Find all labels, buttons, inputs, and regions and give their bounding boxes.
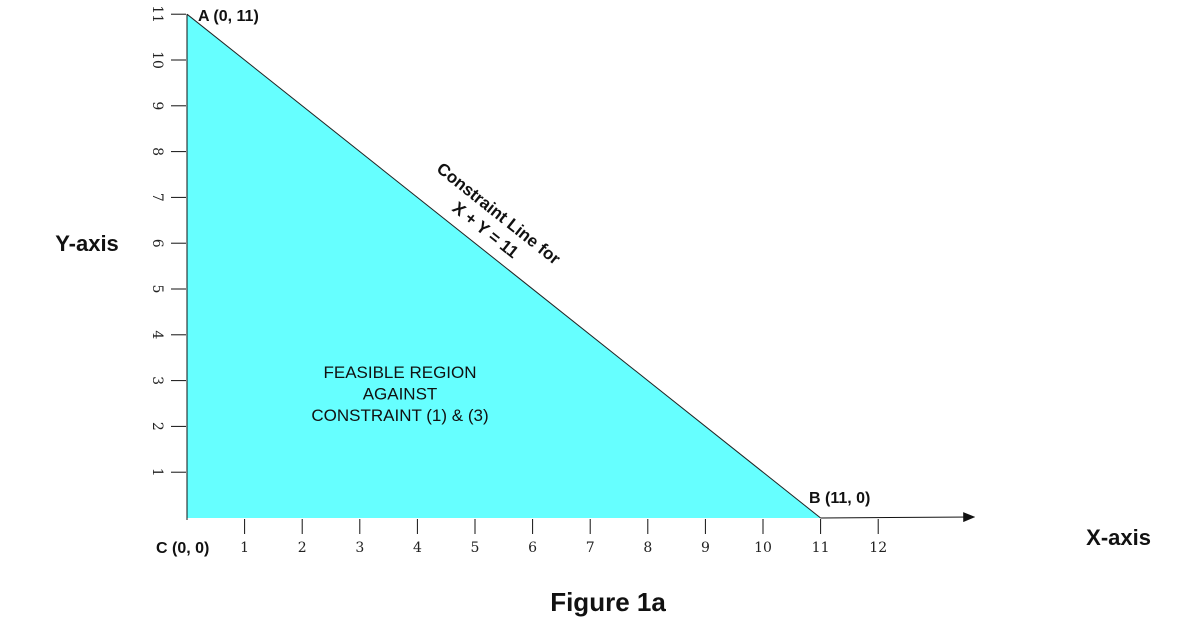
y-tick-label: 11 [149, 5, 165, 23]
feasible-region-label: AGAINST [363, 385, 438, 404]
point-label-a: A (0, 11) [198, 8, 259, 25]
x-tick-label: 9 [701, 540, 710, 556]
y-tick-label: 1 [149, 468, 165, 477]
y-tick-label: 2 [149, 422, 165, 431]
y-tick-label: 4 [149, 330, 165, 339]
point-label-c: C (0, 0) [156, 540, 209, 557]
x-tick-label: 8 [643, 540, 652, 556]
x-tick-label: 6 [528, 540, 537, 556]
y-tick-label: 3 [149, 376, 165, 385]
x-tick-label: 2 [298, 540, 307, 556]
x-tick-label: 10 [754, 540, 772, 556]
y-tick-label: 8 [149, 147, 165, 156]
y-axis-label: Y-axis [55, 231, 119, 256]
x-tick-label: 11 [812, 540, 830, 556]
point-label-b: B (11, 0) [809, 490, 870, 507]
x-tick-label: 1 [240, 540, 249, 556]
y-tick-label: 9 [149, 101, 165, 110]
x-axis-label: X-axis [1086, 525, 1151, 550]
y-tick-label: 7 [149, 193, 165, 202]
constraint-line [186, 13, 821, 519]
figure-caption: Figure 1a [550, 587, 666, 617]
x-tick-label: 12 [869, 540, 887, 556]
x-tick-label: 5 [471, 540, 480, 556]
x-tick-label: 4 [413, 540, 422, 556]
feasible-region-label: CONSTRAINT (1) & (3) [311, 406, 488, 425]
y-tick-label: 5 [149, 285, 165, 294]
y-tick-label: 6 [149, 239, 165, 248]
y-tick-label: 10 [149, 51, 165, 69]
feasible-region-label: FEASIBLE REGION [323, 363, 476, 382]
x-tick-label: 3 [355, 540, 364, 556]
x-tick-label: 7 [586, 540, 595, 556]
x-axis-line [820, 512, 976, 523]
